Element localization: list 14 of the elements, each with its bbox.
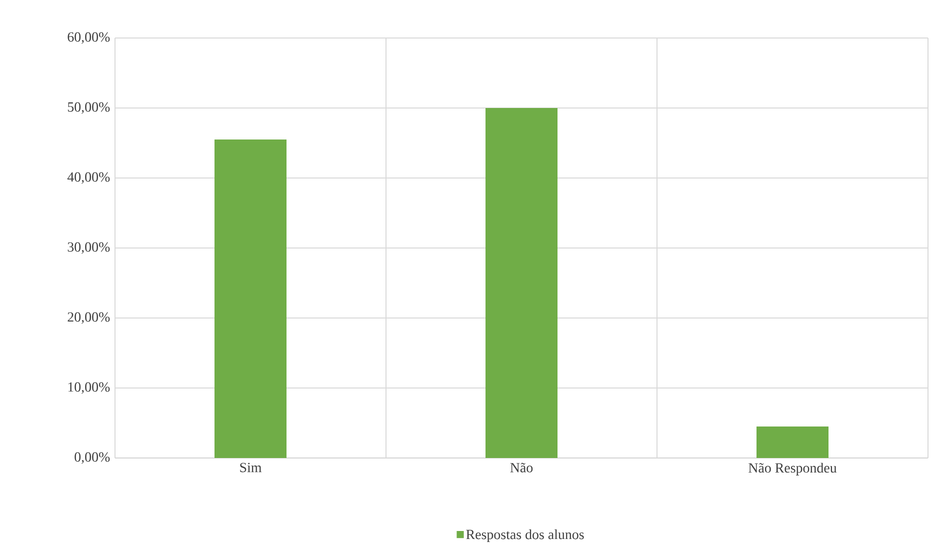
y-tick-label: 50,00% (68, 102, 110, 114)
y-tick-label: 20,00% (68, 312, 110, 324)
y-tick-label: 10,00% (68, 382, 110, 394)
y-tick-label: 0,00% (74, 452, 110, 464)
y-tick-label: 40,00% (67, 172, 110, 184)
x-tick-label: Não Respondeu (748, 462, 837, 476)
bar (486, 108, 558, 458)
bar (756, 426, 829, 458)
x-tick-label: Não (510, 462, 533, 472)
legend-label: Respostas dos alunos (466, 529, 584, 542)
y-tick-label: 60,00% (68, 32, 110, 44)
x-tick-label: Sim (240, 462, 262, 472)
bar (214, 139, 287, 458)
y-tick-label: 30,00% (68, 242, 110, 254)
